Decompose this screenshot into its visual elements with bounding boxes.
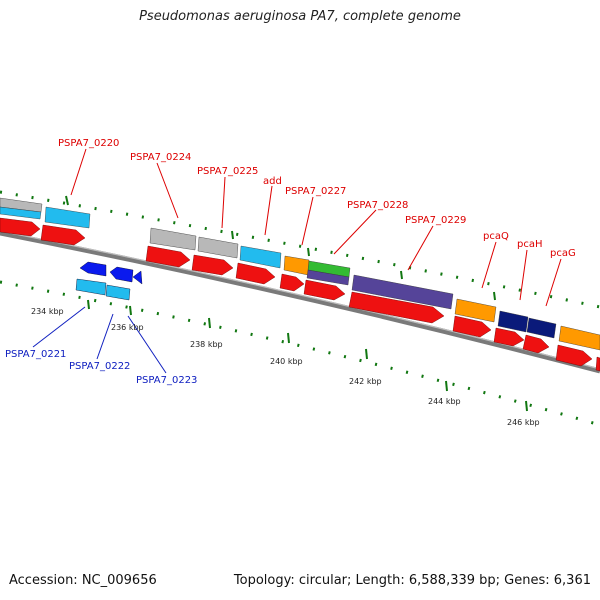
label-connectors-bottom [32, 306, 167, 374]
cds-arrow [145, 245, 191, 268]
gene-box-orange-pcaq [454, 298, 497, 323]
gene-box-purple-0228 [306, 269, 350, 286]
gene-label[interactable]: PSPA7_0224 [130, 152, 191, 163]
genome-stats-label: Topology: circular; Length: 6,588,339 bp… [233, 573, 591, 588]
gene-box-lightblue-0220-left [0, 206, 42, 220]
gene-label[interactable]: add [263, 176, 282, 187]
cds-arrow [493, 327, 525, 347]
reverse-arrow-0223 [132, 270, 143, 285]
genome-backbone-highlight [0, 230, 600, 370]
cds-arrow [595, 356, 600, 372]
gene-box-navy-pcah [497, 310, 529, 333]
major-ticks [65, 195, 528, 412]
gene-box-lightblue-add [239, 245, 282, 269]
ruler-label: 240 kbp [270, 357, 303, 366]
gene-box-purple-0229 [351, 274, 454, 310]
cds-arrow [348, 291, 445, 324]
outer-tick-track [0, 190, 600, 309]
cds-arrow [40, 224, 86, 246]
gene-label[interactable]: PSPA7_0222 [69, 361, 130, 372]
gene-row-inner [75, 261, 143, 301]
gene-label[interactable]: PSPA7_0225 [197, 166, 258, 177]
gene-box-gray-0225 [197, 236, 239, 259]
cds-arrow [522, 334, 550, 354]
ruler-label: 234 kbp [31, 307, 64, 316]
cds-arrow [555, 344, 593, 367]
gene-labels-top: PSPA7_0220 PSPA7_0224 PSPA7_0225 add PSP… [58, 138, 576, 259]
gene-box-gray-0224 [149, 227, 197, 251]
reverse-arrow-0221 [79, 261, 107, 277]
ruler-label: 246 kbp [507, 418, 540, 427]
cds-arrow [303, 279, 346, 301]
ruler-label: 242 kbp [349, 377, 382, 386]
gene-box-orange-0227 [283, 255, 310, 276]
gene-box-lightblue-0220 [44, 206, 91, 229]
ruler-label: 244 kbp [428, 397, 461, 406]
gene-box-navy-pcag [526, 317, 557, 339]
genome-backbone [0, 230, 600, 374]
gene-label[interactable]: pcaG [550, 248, 576, 259]
gene-label[interactable]: PSPA7_0229 [405, 215, 466, 226]
gene-box-lightblue-0222 [105, 284, 131, 301]
gene-label[interactable]: PSPA7_0220 [58, 138, 119, 149]
inner-tick-track [0, 280, 600, 427]
ruler-label: 238 kbp [190, 340, 223, 349]
cds-arrow [235, 262, 276, 285]
gene-label[interactable]: PSPA7_0228 [347, 200, 408, 211]
gene-label[interactable]: PSPA7_0223 [136, 375, 197, 386]
gene-label[interactable]: PSPA7_0227 [285, 186, 346, 197]
ruler-labels: 234 kbp 236 kbp 238 kbp 240 kbp 242 kbp … [31, 307, 540, 427]
gene-label[interactable]: pcaH [517, 239, 543, 250]
ruler-label: 236 kbp [111, 323, 144, 332]
cds-arrow-row [0, 217, 600, 372]
gene-label[interactable]: PSPA7_0221 [5, 349, 66, 360]
accession-label: Accession: NC_009656 [9, 573, 157, 588]
cds-arrow [0, 217, 41, 237]
gene-row-outer [0, 197, 600, 351]
cds-arrow [191, 254, 234, 276]
gene-label[interactable]: pcaQ [483, 231, 509, 242]
cds-arrow [452, 315, 492, 338]
reverse-arrow-0222 [109, 266, 134, 283]
map-title: Pseudomonas aeruginosa PA7, complete gen… [139, 9, 461, 24]
cds-arrow [279, 273, 305, 292]
gene-box-lightblue-0221 [75, 278, 107, 296]
gene-labels-bottom: PSPA7_0221 PSPA7_0222 PSPA7_0223 [5, 349, 197, 386]
gene-box-orange-right [558, 325, 600, 351]
label-connectors-top [70, 148, 562, 307]
